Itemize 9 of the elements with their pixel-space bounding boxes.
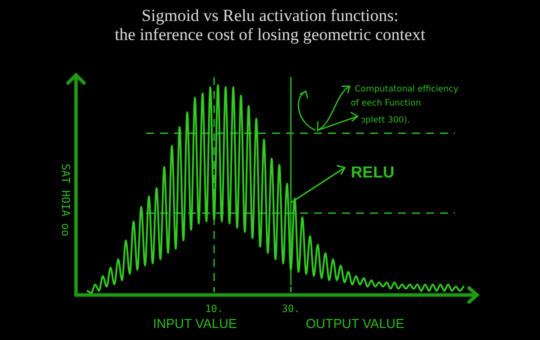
annotation: Computatonal efficiency of eech Function ɔplett 300). <box>350 84 458 126</box>
y-axis-title: SAT HOIA oo <box>59 164 72 236</box>
chart-title: Sigmoid vs Relu activation functions: <box>142 6 398 25</box>
x-axis-title: INPUT VALUE <box>152 316 238 331</box>
chart-subtitle: the inference cost of losing geometric context <box>114 25 426 44</box>
x-tick-label: 30. <box>282 304 300 315</box>
annotation: RELU <box>350 164 394 182</box>
x-tick-label: 10. <box>205 304 224 315</box>
text: OUTPUT VALUE <box>306 316 405 331</box>
